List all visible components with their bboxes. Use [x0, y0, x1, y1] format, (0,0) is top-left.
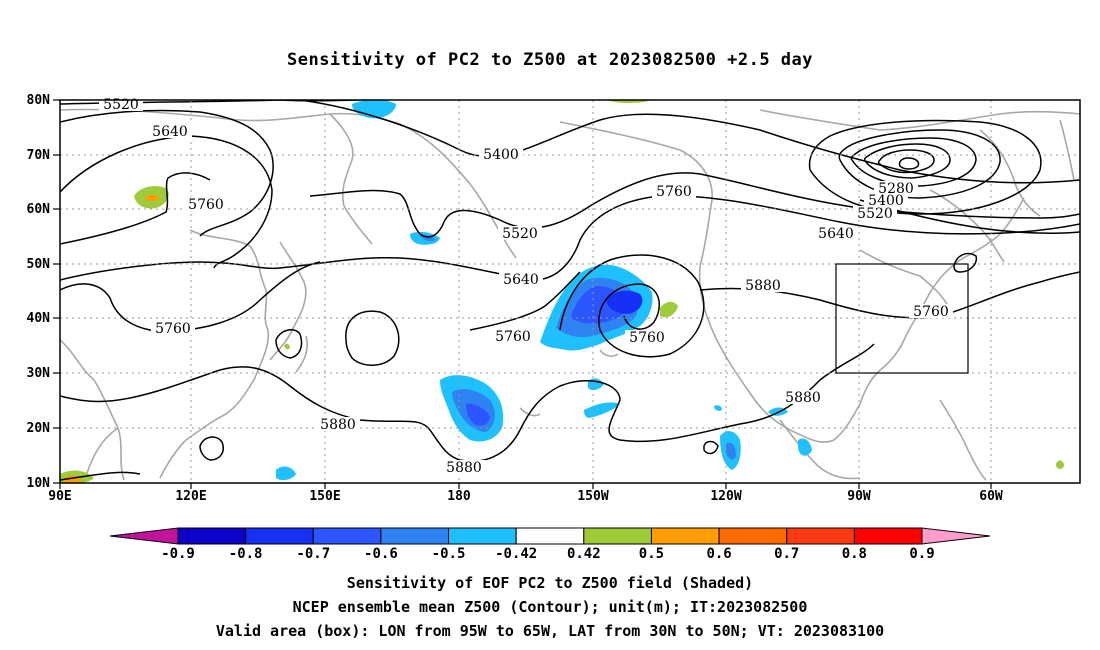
contour-label: 5640	[148, 124, 192, 140]
svg-text:5760: 5760	[629, 330, 665, 346]
contour-label: 5880	[442, 460, 486, 476]
contour-label: 5640	[499, 272, 543, 288]
colorbar-segment	[312, 527, 382, 545]
lat-labels: 80N 70N 60N 50N 40N 30N 20N 10N	[27, 93, 51, 491]
lat-label: 40N	[27, 311, 51, 326]
lat-label: 20N	[27, 421, 51, 436]
contour-label: 5760	[151, 321, 195, 337]
footer-line-2: NCEP ensemble mean Z500 (Contour); unit(…	[292, 598, 808, 616]
colorbar-tick-label: -0.9	[161, 546, 195, 562]
svg-text:5520: 5520	[103, 97, 139, 113]
colorbar-tick-label: -0.42	[495, 546, 537, 562]
colorbar-segment	[448, 527, 517, 545]
lat-label: 80N	[27, 93, 51, 108]
svg-text:5880: 5880	[320, 417, 356, 433]
lat-label: 10N	[27, 476, 51, 491]
colorbar-segment	[245, 527, 314, 545]
lon-label: 90E	[48, 489, 71, 504]
svg-text:5880: 5880	[446, 460, 482, 476]
contour-label: 5640	[814, 226, 858, 242]
lat-label: 50N	[27, 257, 51, 272]
footer-line-3: Valid area (box): LON from 95W to 65W, L…	[215, 622, 885, 640]
colorbar-arrow-min	[109, 527, 179, 545]
lon-labels: 90E 120E 150E 180 150W 120W 90W 60W	[48, 489, 1003, 504]
contour-label: 5760	[184, 197, 228, 213]
lat-axis	[53, 99, 60, 484]
lon-label: 150W	[577, 489, 608, 504]
svg-text:5400: 5400	[868, 193, 904, 209]
lon-label: 120E	[175, 489, 206, 504]
contour-labels: 5520 5640 5760 5400 5520 5280 5400 5520 …	[99, 97, 953, 476]
colorbar-tick-label: -0.5	[432, 546, 466, 562]
svg-text:5760: 5760	[495, 329, 531, 345]
colorbar-segment	[650, 527, 720, 545]
colorbar-tick-label: 0.9	[909, 546, 934, 562]
contour-label: 5520	[853, 206, 897, 222]
lon-axis	[59, 483, 992, 489]
footer-line-1: Sensitivity of EOF PC2 to Z500 field (Sh…	[346, 574, 754, 592]
lon-label: 150E	[309, 489, 340, 504]
svg-text:5760: 5760	[913, 304, 949, 320]
svg-text:5640: 5640	[152, 124, 188, 140]
colorbar-segment	[177, 527, 247, 545]
colorbar-tick-label: -0.6	[364, 546, 398, 562]
colorbar-tick-label: -0.7	[296, 546, 330, 562]
svg-text:5880: 5880	[745, 278, 781, 294]
contour-label: 5880	[741, 278, 785, 294]
contour-label: 5520	[498, 226, 542, 242]
graticule	[60, 100, 1080, 483]
contour-label: 5400	[479, 147, 523, 163]
svg-text:5760: 5760	[656, 184, 692, 200]
colorbar-tick-label: -0.8	[229, 546, 263, 562]
svg-text:5520: 5520	[857, 206, 893, 222]
valid-area-box	[835, 263, 969, 374]
map-border	[59, 99, 1081, 484]
contour-label: 5400	[864, 193, 908, 209]
contour-label: 5880	[316, 417, 360, 433]
svg-text:5640: 5640	[503, 272, 539, 288]
lat-label: 70N	[27, 148, 51, 163]
contour-label: 5760	[652, 184, 696, 200]
svg-text:5760: 5760	[155, 321, 191, 337]
svg-text:5520: 5520	[502, 226, 538, 242]
svg-text:5400: 5400	[483, 147, 519, 163]
lon-label: 180	[447, 489, 471, 504]
contour-label: 5880	[781, 390, 825, 406]
colorbar-segment	[853, 527, 923, 545]
contour-label: 5760	[909, 304, 953, 320]
colorbar-tick-label: 0.5	[639, 546, 664, 562]
colorbar-segment	[786, 527, 855, 545]
svg-text:5880: 5880	[785, 390, 821, 406]
colorbar-tick-label: 0.7	[774, 546, 799, 562]
lat-label: 30N	[27, 366, 51, 381]
colorbar-segment	[380, 527, 450, 545]
svg-text:5760: 5760	[188, 197, 224, 213]
colorbar-tick-label: 0.42	[567, 546, 601, 562]
colorbar-segment	[583, 527, 652, 545]
contour-label: 5760	[491, 329, 535, 345]
svg-text:5640: 5640	[818, 226, 854, 242]
colorbar-segment	[718, 527, 788, 545]
contour-label: 5760	[625, 330, 669, 346]
colorbar-segment	[515, 527, 585, 545]
lon-label: 120W	[710, 489, 741, 504]
lon-label: 60W	[979, 489, 1003, 504]
colorbar-arrow-max	[921, 527, 991, 545]
colorbar: -0.9 -0.8 -0.7 -0.6 -0.5 -0.42 0.42 0.5 0.6 0.7 0.…	[109, 527, 991, 562]
lon-label: 90W	[847, 489, 871, 504]
colorbar-tick-label: 0.8	[842, 546, 867, 562]
map-title: Sensitivity of PC2 to Z500 at 2023082500…	[286, 50, 813, 70]
lat-label: 60N	[27, 202, 51, 217]
colorbar-tick-label: 0.6	[706, 546, 731, 562]
